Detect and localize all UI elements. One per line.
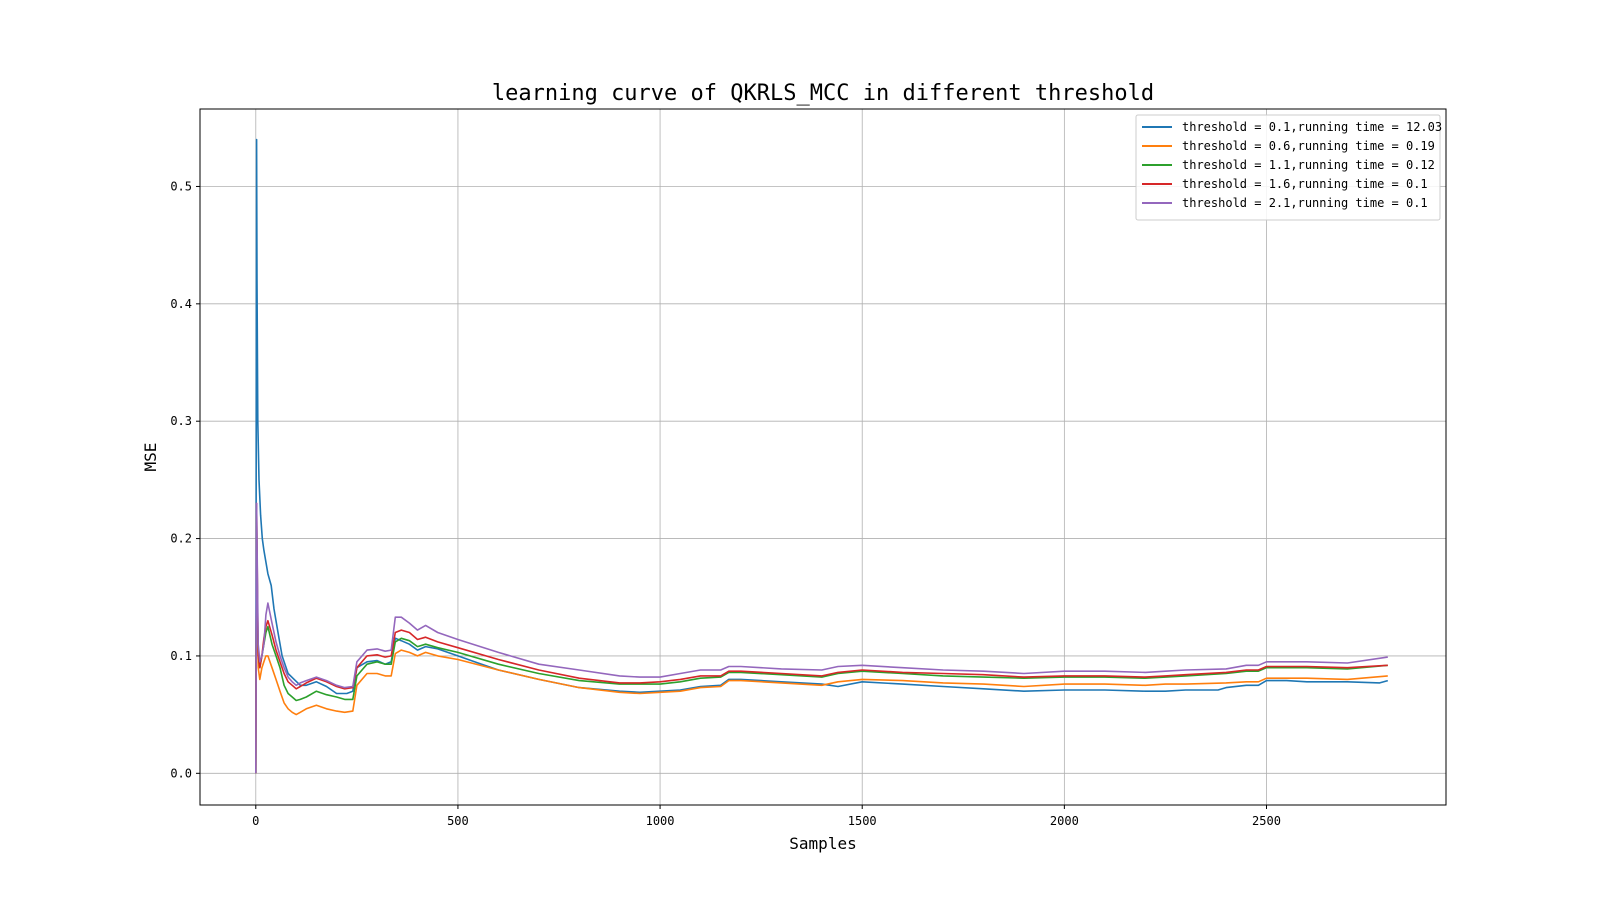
x-tick-label: 2500	[1252, 814, 1281, 828]
y-axis-label: MSE	[141, 443, 160, 472]
x-tick-label: 1000	[646, 814, 675, 828]
x-tick-label: 500	[447, 814, 469, 828]
series-line-3	[255, 514, 1388, 774]
legend: threshold = 0.1,running time = 12.03 thre…	[1135, 114, 1442, 221]
y-tick-label: 0.1	[170, 649, 192, 663]
legend-label: threshold = 0.6,running time = 0.19	[1182, 139, 1435, 153]
x-tick-label: 1500	[848, 814, 877, 828]
legend-label: threshold = 1.1,running time = 0.12	[1182, 158, 1435, 172]
legend-label: threshold = 0.1,running time = 12.03	[1182, 120, 1442, 134]
series-layer	[255, 138, 1389, 774]
x-tick-label: 0	[252, 814, 259, 828]
plot-frame	[199, 108, 1447, 806]
y-tick-label: 0.3	[170, 414, 192, 428]
chart-title: learning curve of QKRLS_MCC in different…	[492, 81, 1154, 106]
legend-label: threshold = 1.6,running time = 0.1	[1182, 177, 1428, 191]
legend-label: threshold = 2.1,running time = 0.1	[1182, 196, 1428, 210]
tick-layer: 0 500 1000 1500 2000 2500 0.0 0.1 0.2 0.3 0.4 0.5	[170, 179, 1281, 828]
y-tick-label: 0.5	[170, 179, 192, 193]
legend-box	[1135, 114, 1441, 221]
y-tick-label: 0.4	[170, 297, 192, 311]
y-tick-label: 0.0	[170, 766, 192, 780]
y-tick-label: 0.2	[170, 532, 192, 546]
x-axis-label: Samples	[789, 834, 856, 853]
series-line-2	[255, 537, 1388, 774]
grid-layer	[200, 109, 1446, 805]
x-tick-label: 2000	[1050, 814, 1079, 828]
series-line-1	[255, 138, 1389, 774]
series-line-5	[255, 502, 1388, 774]
series-line-4	[255, 502, 1388, 774]
